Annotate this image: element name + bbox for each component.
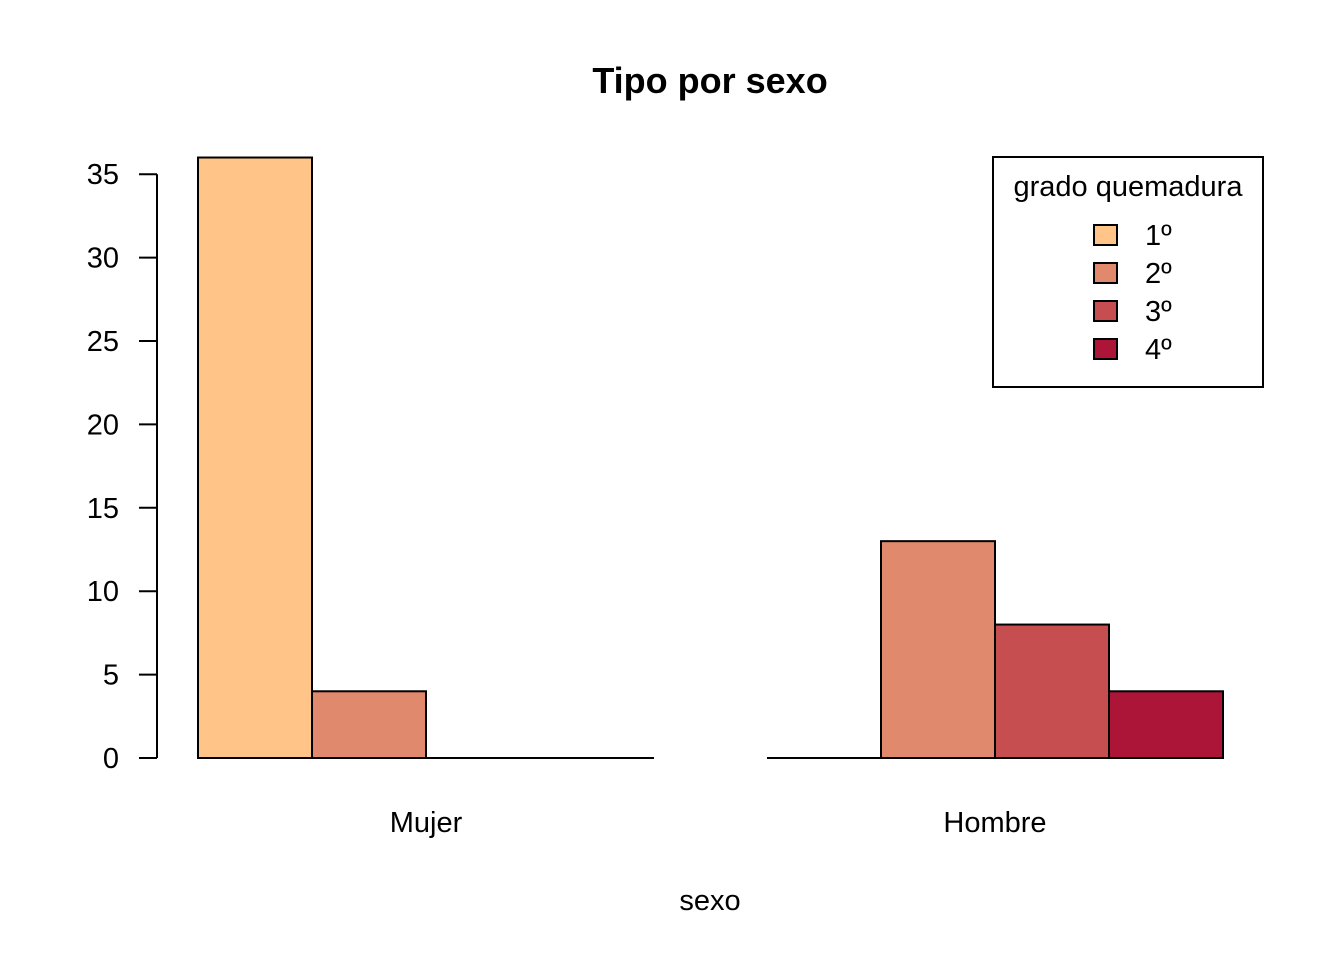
legend-label: 4º [1145, 334, 1172, 366]
y-tick-label: 35 [87, 159, 119, 191]
bar-hombre-4 [1108, 690, 1224, 760]
legend: grado quemadura 1º 2º 3º 4º [992, 156, 1264, 388]
legend-swatch [1093, 262, 1118, 284]
y-tick-label: 25 [87, 326, 119, 358]
x-axis-categories: Mujer Hombre [390, 807, 1047, 839]
y-tick-label: 30 [87, 243, 119, 275]
legend-swatch [1093, 224, 1118, 246]
y-tick-label: 15 [87, 493, 119, 525]
x-axis-label: sexo [679, 885, 740, 917]
legend-box [992, 156, 1264, 388]
y-tick-label: 10 [87, 576, 119, 608]
x-category-label: Mujer [390, 807, 463, 839]
bar-hombre-2 [880, 540, 996, 759]
y-tick-label: 20 [87, 409, 119, 441]
bar-mujer-1 [197, 156, 313, 759]
bar-mujer-2 [311, 690, 427, 760]
legend-label: 2º [1145, 258, 1172, 290]
bars [197, 156, 1224, 760]
y-axis: 0 5 10 15 20 25 30 35 [87, 159, 158, 775]
chart-title: Tipo por sexo [592, 60, 827, 101]
legend-title: grado quemadura [1014, 171, 1244, 203]
legend-swatch [1093, 300, 1118, 322]
legend-label: 1º [1145, 220, 1172, 252]
y-tick-label: 5 [103, 660, 119, 692]
bar-hombre-3 [994, 623, 1110, 759]
legend-label: 3º [1145, 296, 1172, 328]
x-category-label: Hombre [943, 807, 1046, 839]
legend-swatch [1093, 338, 1118, 360]
y-tick-label: 0 [103, 743, 119, 775]
